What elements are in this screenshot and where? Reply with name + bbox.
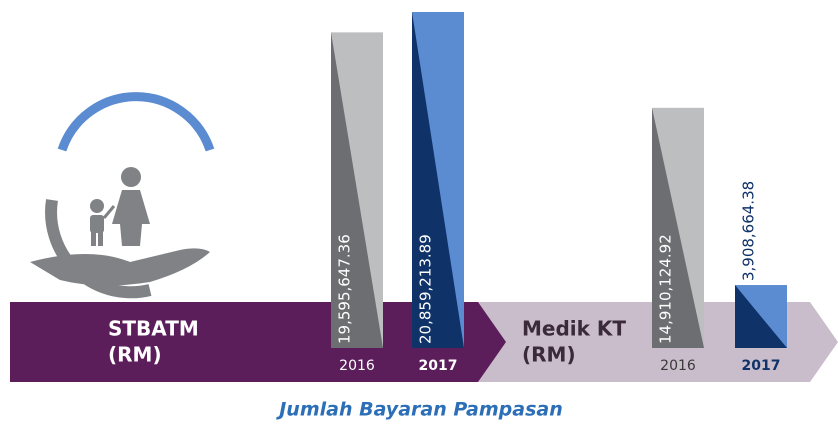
group-label: STBATM [108,317,199,341]
group-label: (RM) [522,343,576,367]
value-label: 3,908,664.38 [740,181,758,281]
x-tick-label: 2016 [660,358,696,374]
x-tick-label: 2017 [742,358,781,374]
bar-shade [652,107,704,348]
group-label: Medik KT [522,317,626,341]
value-label: 14,910,124.92 [657,234,675,344]
bar-shade [331,32,383,348]
chart-title: Jumlah Bayaran Pampasan [275,399,563,421]
x-tick-label: 2017 [419,358,458,374]
family-icon [30,92,215,299]
bar-shade [412,12,464,348]
group-label: (RM) [108,343,162,367]
value-label: 20,859,213.89 [417,234,435,344]
x-tick-label: 2016 [339,358,375,374]
bar-shade [735,285,787,348]
value-label: 19,595,647.36 [336,234,354,344]
